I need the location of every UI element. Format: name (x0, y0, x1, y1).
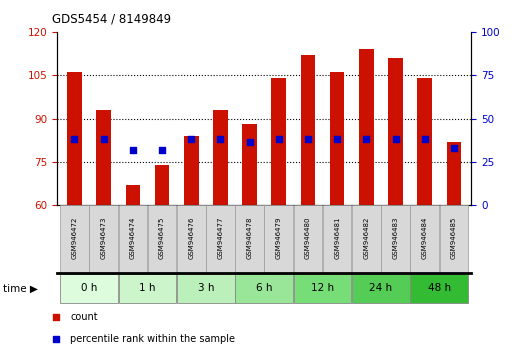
Bar (447, 142, 461, 205)
Bar (177, 205, 206, 273)
Point (392, 136, 400, 142)
Point (99, 136, 108, 142)
Point (362, 136, 370, 142)
Point (128, 148, 137, 153)
Text: GSM946478: GSM946478 (247, 216, 253, 259)
Text: 6 h: 6 h (256, 283, 272, 293)
Bar (300, 55, 315, 205)
Text: percentile rank within the sample: percentile rank within the sample (70, 334, 236, 344)
Point (216, 136, 224, 142)
Bar (60, 205, 89, 273)
Text: GSM946483: GSM946483 (393, 216, 398, 259)
Text: GSM946477: GSM946477 (218, 216, 223, 259)
Bar (235, 205, 264, 273)
Bar (294, 274, 351, 303)
Bar (213, 110, 228, 205)
Bar (184, 136, 198, 205)
Point (275, 136, 283, 142)
Bar (359, 49, 373, 205)
Bar (242, 124, 257, 205)
Text: GSM946475: GSM946475 (159, 216, 165, 259)
Text: 3 h: 3 h (197, 283, 214, 293)
Bar (294, 205, 322, 273)
Bar (271, 78, 286, 205)
Bar (148, 205, 176, 273)
Bar (440, 205, 468, 273)
Text: GSM946479: GSM946479 (276, 216, 282, 259)
Text: GSM946476: GSM946476 (188, 216, 194, 259)
Point (158, 148, 166, 153)
Text: 0 h: 0 h (81, 283, 97, 293)
Bar (155, 165, 169, 205)
Point (421, 136, 429, 142)
Bar (388, 58, 403, 205)
Bar (235, 274, 293, 303)
Bar (177, 274, 235, 303)
Bar (119, 205, 147, 273)
Point (450, 145, 458, 150)
Bar (410, 205, 439, 273)
Bar (418, 78, 432, 205)
Text: 1 h: 1 h (139, 283, 156, 293)
Text: GSM946473: GSM946473 (100, 216, 107, 259)
Bar (323, 205, 351, 273)
Point (293, 23, 301, 29)
Point (304, 136, 312, 142)
Text: GDS5454 / 8149849: GDS5454 / 8149849 (52, 12, 171, 25)
Text: 48 h: 48 h (428, 283, 451, 293)
Bar (96, 110, 111, 205)
Text: GSM946474: GSM946474 (130, 216, 136, 259)
Text: GSM946481: GSM946481 (334, 216, 340, 259)
Text: GSM946472: GSM946472 (71, 216, 78, 259)
Point (293, 220, 301, 226)
Bar (265, 205, 293, 273)
Text: 12 h: 12 h (311, 283, 334, 293)
Bar (330, 72, 344, 205)
Text: count: count (70, 312, 98, 322)
Bar (67, 72, 82, 205)
Text: GSM946480: GSM946480 (305, 216, 311, 259)
Bar (60, 274, 118, 303)
Bar (381, 205, 410, 273)
Bar (206, 205, 235, 273)
Point (246, 139, 254, 144)
Point (70, 136, 79, 142)
Text: GSM946484: GSM946484 (422, 216, 428, 259)
Text: 24 h: 24 h (369, 283, 393, 293)
Bar (125, 185, 140, 205)
Text: GSM946485: GSM946485 (451, 216, 457, 259)
Bar (119, 274, 176, 303)
Bar (410, 274, 468, 303)
Text: GSM946482: GSM946482 (363, 216, 369, 259)
Point (187, 136, 195, 142)
Bar (352, 274, 410, 303)
Point (333, 136, 341, 142)
Text: time ▶: time ▶ (3, 284, 37, 293)
Bar (90, 205, 118, 273)
Bar (352, 205, 381, 273)
